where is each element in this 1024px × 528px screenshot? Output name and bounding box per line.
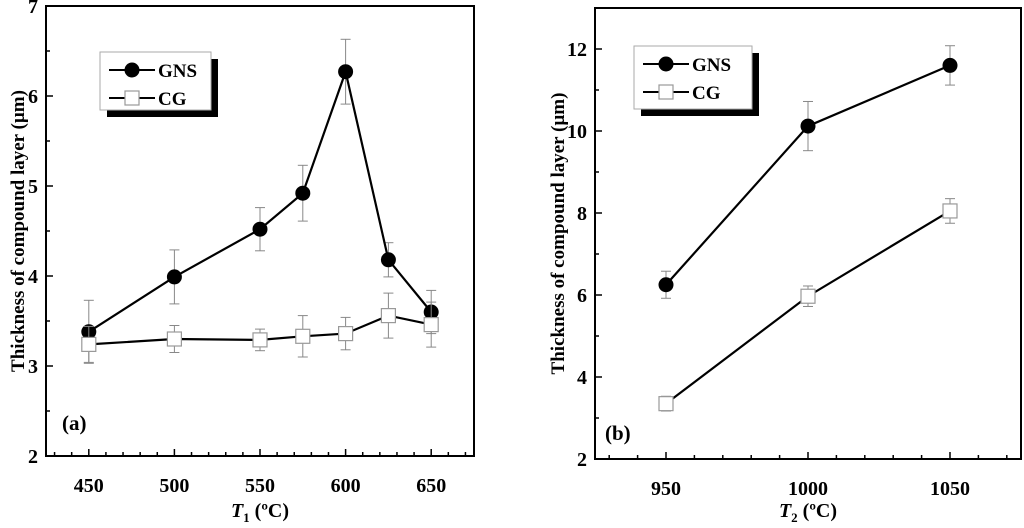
gns-data-point: [800, 118, 816, 134]
cg-data-point: [423, 317, 439, 333]
gns-data-point: [295, 185, 311, 201]
y-tick-label: 10: [567, 121, 587, 143]
x-tick-label: 500: [159, 475, 189, 497]
gns-data-point: [380, 252, 396, 268]
cg-data-point: [166, 331, 182, 347]
cg-data-point: [380, 308, 396, 324]
legend-gns-label: GNS: [692, 55, 731, 76]
cg-data-point: [800, 288, 816, 304]
gns-data-point: [942, 57, 958, 73]
legend-gns-marker: [124, 62, 140, 78]
y-tick-label: 7: [28, 0, 38, 18]
cg-data-point: [338, 326, 354, 342]
y-tick-label: 8: [577, 203, 587, 225]
legend-gns-label: GNS: [158, 61, 197, 82]
x-axis-label-unit: (ºC): [798, 500, 837, 522]
y-tick-label: 3: [28, 356, 38, 378]
y-tick-label: 6: [28, 86, 38, 108]
cg-data-point: [658, 396, 674, 412]
x-axis-label-var: T: [231, 500, 244, 522]
x-tick-label: 600: [331, 475, 361, 497]
x-axis-label-var: T: [779, 500, 792, 522]
legend: GNS CG: [633, 45, 759, 116]
cg-data-point: [942, 203, 958, 219]
x-axis-label: T1 (ºC): [231, 500, 289, 523]
chart-panel-a: 450 500 550 600 650 2 3 4 5 6 7 Thickness of compou…: [8, 0, 475, 525]
x-axis-label-sub: 1: [243, 510, 250, 523]
x-tick-label: 950: [651, 478, 681, 500]
y-tick-label: 2: [28, 446, 38, 468]
panel-label: (a): [62, 411, 87, 435]
gns-data-point: [658, 277, 674, 293]
legend: GNS CG: [99, 51, 218, 117]
legend-box: [633, 45, 753, 110]
legend-cg-label: CG: [158, 89, 187, 110]
y-tick-label: 4: [577, 367, 587, 389]
gns-data-point: [166, 269, 182, 285]
y-tick-label: 6: [577, 285, 587, 307]
legend-box: [99, 51, 212, 111]
panel-label: (b): [605, 421, 631, 445]
y-axis-label: Thickness of compound layer (µm): [548, 93, 569, 375]
x-tick-label: 450: [74, 475, 104, 497]
legend-cg-marker: [124, 90, 140, 106]
cg-data-point: [252, 332, 268, 348]
legend-gns-marker: [658, 56, 674, 72]
x-axis-label-sub: 2: [791, 510, 798, 523]
gns-data-point: [338, 64, 354, 80]
chart-panel-b: 950 1000 1050 2 4 6 8 10 12 Thickness of compound…: [548, 7, 1022, 525]
x-tick-label: 1000: [788, 478, 828, 500]
gns-data-point: [252, 221, 268, 237]
x-tick-label: 1050: [930, 478, 970, 500]
legend-cg-label: CG: [692, 83, 721, 104]
y-tick-label: 12: [567, 39, 587, 61]
y-tick-label: 2: [577, 449, 587, 471]
cg-series-line: [665, 210, 951, 405]
x-tick-label: 650: [416, 475, 446, 497]
legend-cg-marker: [658, 84, 674, 100]
y-axis-label: Thickness of compound layer (µm): [8, 90, 29, 372]
x-axis-label: T2 (ºC): [779, 500, 837, 523]
x-tick-label: 550: [245, 475, 275, 497]
y-tick-label: 5: [28, 176, 38, 198]
cg-data-point: [295, 328, 311, 344]
x-axis-label-unit: (ºC): [250, 500, 289, 522]
cg-data-point: [81, 336, 97, 352]
y-tick-label: 4: [28, 266, 38, 288]
